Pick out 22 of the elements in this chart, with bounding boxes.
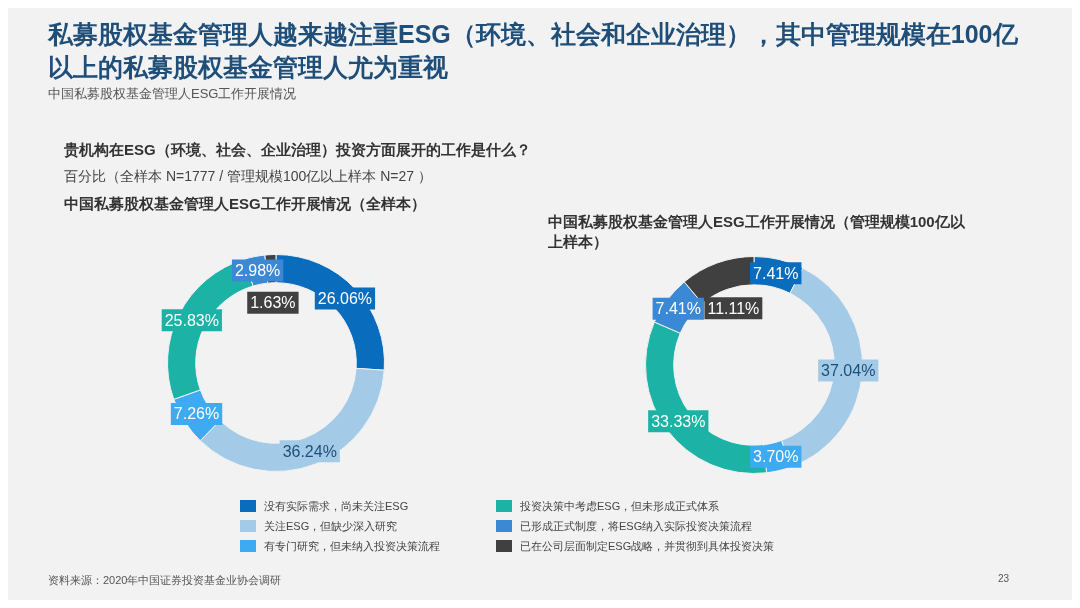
text: 资料来源：2020年中国证券投资基金业协会调研 xyxy=(48,573,282,588)
legend-label: 已在公司层面制定ESG战略，并贯彻到具体投资决策 xyxy=(520,538,775,554)
data-label: 36.24% xyxy=(282,442,337,460)
legend-label: 没有实际需求，尚未关注ESG xyxy=(264,498,409,514)
data-label: 37.04% xyxy=(821,361,876,379)
text: 23 xyxy=(998,573,1010,584)
legend-label: 有专门研究，但未纳入投资决策流程 xyxy=(264,538,440,554)
text: 贵机构在ESG（环境、社会、企业治理）投资方面展开的工作是什么？ xyxy=(64,141,531,160)
data-label: 33.33% xyxy=(651,412,706,430)
data-label: 25.83% xyxy=(164,311,219,329)
data-label: 11.11% xyxy=(707,299,760,317)
text: 百分比（全样本 N=1777 / 管理规模100亿以上样本 N=27 ） xyxy=(64,168,432,186)
text: 私募股权基金管理人越来越注重ESG（环境、社会和企业治理），其中管理规模在100亿以上的私募股权基金管理人尤为重视 xyxy=(48,19,1019,83)
chart-title: 中国私募股权基金管理人ESG工作开展情况（全样本） xyxy=(64,194,427,214)
data-label: 1.63% xyxy=(250,294,296,312)
legend-label: 已形成正式制度，将ESG纳入实际投资决策流程 xyxy=(520,518,753,534)
data-label: 26.06% xyxy=(317,289,373,307)
data-label: 7.41% xyxy=(655,300,701,318)
text: 中国私募股权基金管理人ESG工作开展情况 xyxy=(48,85,297,103)
chart-title: 中国私募股权基金管理人ESG工作开展情况（管理规模100亿以上样本） xyxy=(548,212,966,252)
legend-label: 关注ESG，但缺少深入研究 xyxy=(264,518,398,534)
legend-label: 投资决策中考虑ESG，但未形成正式体系 xyxy=(520,498,720,514)
